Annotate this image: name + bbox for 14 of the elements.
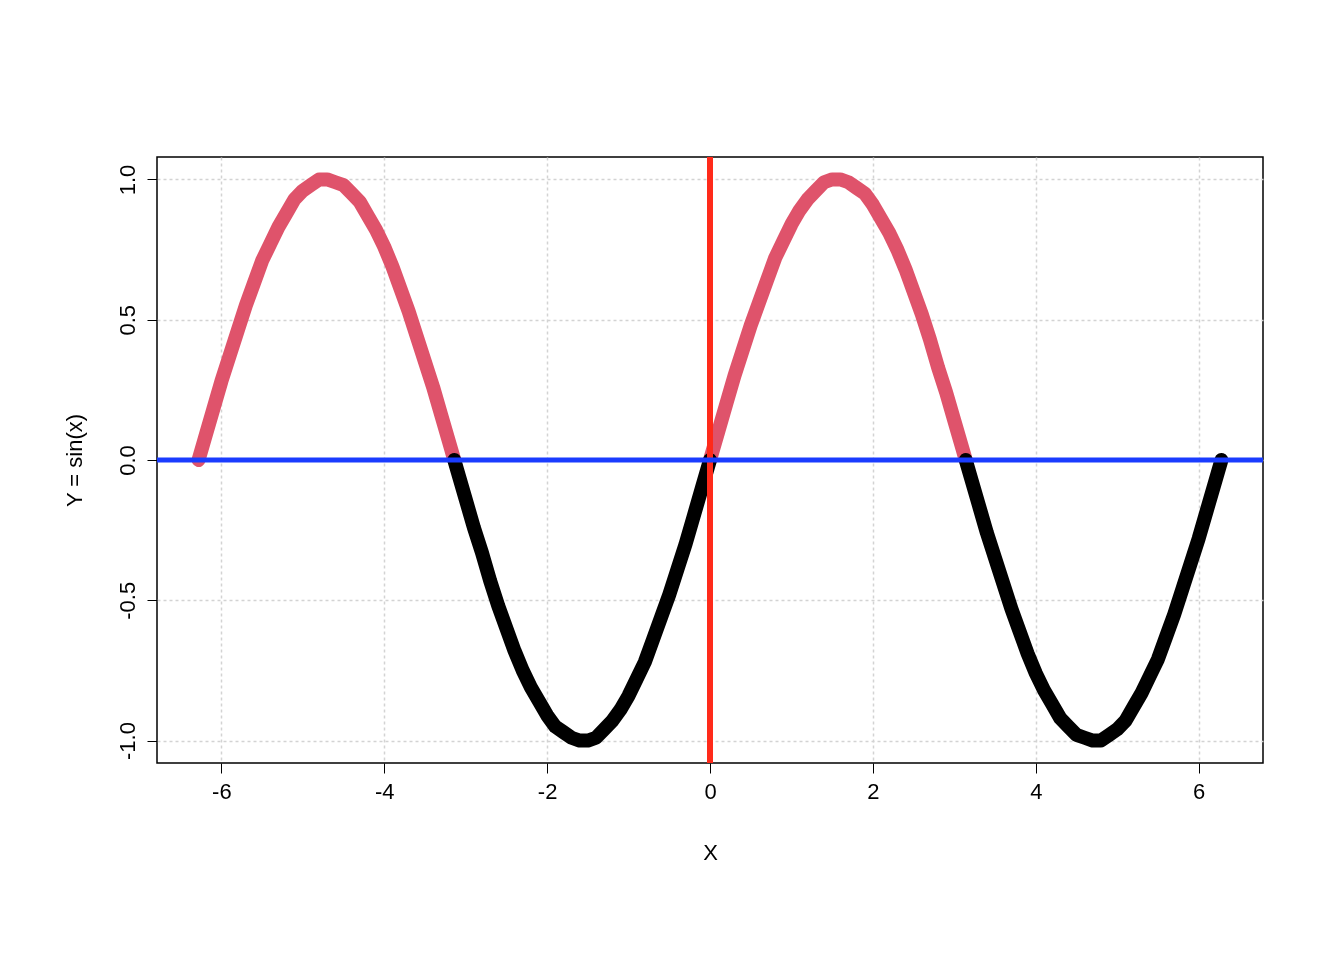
x-tick-label: 4 [1030,778,1043,804]
y-tick-label: -0.5 [114,581,140,620]
y-tick-label: 0.5 [114,304,140,336]
x-tick-label: 2 [867,778,880,804]
x-tick-label: 0 [704,778,717,804]
x-tick-label: 6 [1193,778,1206,804]
x-axis-title: X [703,839,719,865]
y-tick-label: 0.0 [114,445,140,476]
y-tick-label: -1.0 [114,722,140,761]
y-tick-label: 1.0 [114,164,140,196]
x-tick-label: -6 [212,778,232,804]
x-tick-label: -4 [374,778,395,804]
x-tick-label: -2 [537,778,558,804]
y-axis-title: Y = sin(x) [61,413,87,508]
